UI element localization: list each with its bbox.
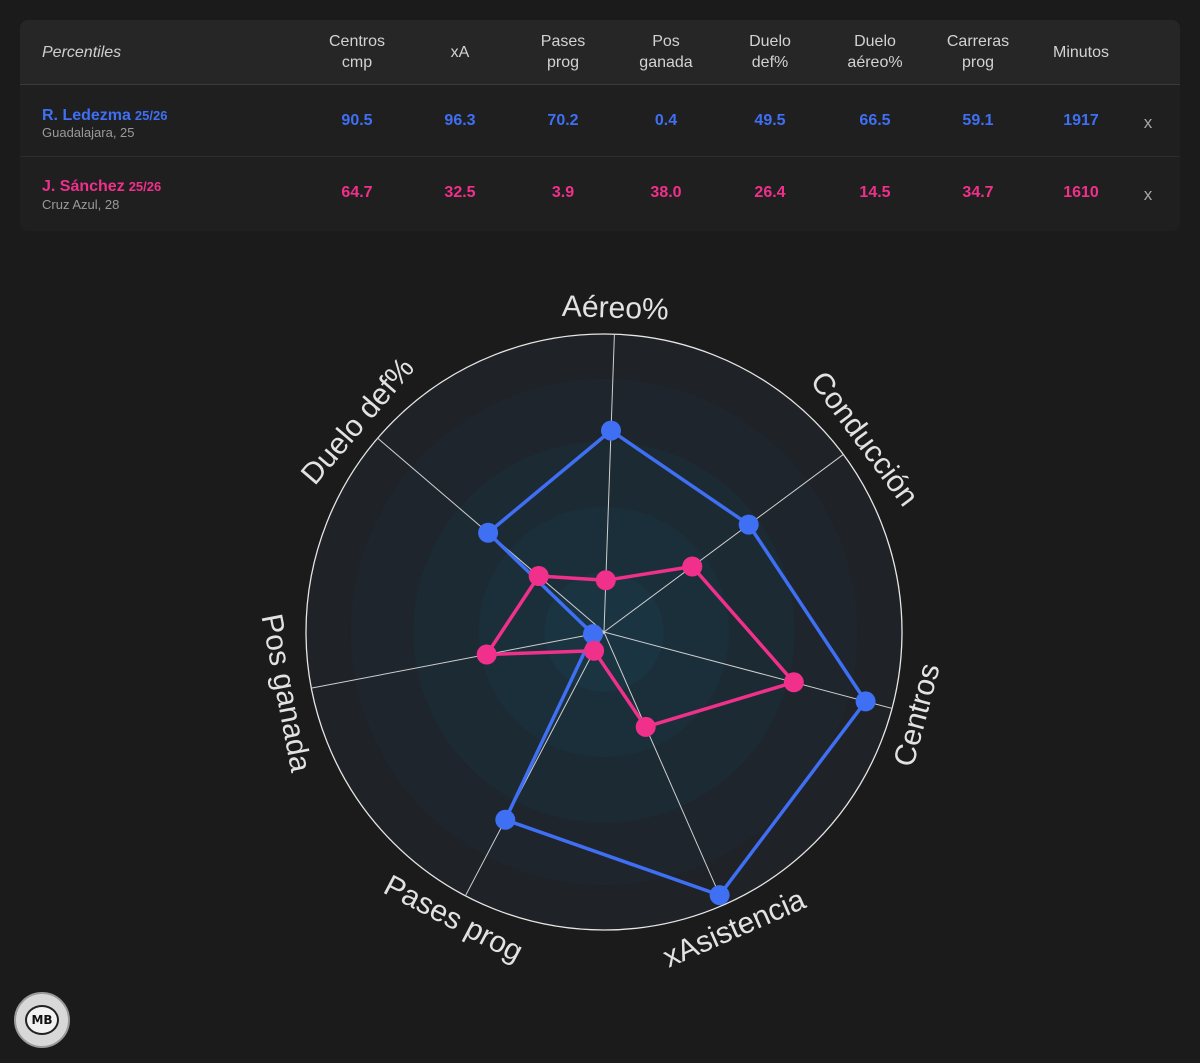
remove-player-button[interactable]: x — [1143, 185, 1153, 204]
col-header-pos: Pos ganada — [639, 33, 693, 71]
value-cell: 3.9 — [551, 184, 575, 201]
table-row: J. Sánchez 25/26 Cruz Azul, 28 64.7 32.5 … — [20, 157, 1180, 228]
data-point — [528, 566, 549, 586]
brand-logo: MB — [14, 992, 70, 1048]
series-line-0 — [486, 428, 868, 897]
col-header-duelo-def: Duelo def% — [749, 33, 791, 71]
player-club: Cruz Azul, 28 — [42, 197, 120, 212]
value-cell: 64.7 — [341, 184, 373, 201]
value-cell: 49.5 — [754, 112, 786, 129]
value-cell: 70.2 — [547, 112, 579, 129]
series-line-1 — [484, 564, 796, 729]
radar-spoke — [603, 454, 844, 633]
percentiles-table: Percentiles Centros cmp xA Pases prog Po… — [20, 20, 1180, 231]
data-point — [495, 809, 516, 830]
value-cell: 14.5 — [859, 184, 891, 201]
radar-chart: Aéreo%ConducciónCentrosxAsistenciaPases … — [255, 290, 947, 974]
data-point — [601, 420, 621, 441]
table-header: Percentiles Centros cmp xA Pases prog Po… — [20, 20, 1180, 85]
value-cell: 59.1 — [962, 112, 994, 129]
player-season: 25/26 — [128, 179, 162, 194]
col-header-xa: xA — [450, 43, 470, 61]
data-point — [478, 522, 499, 543]
player-club: Guadalajara, 25 — [42, 125, 135, 140]
player-name-text: R. Ledezma — [42, 107, 131, 124]
value-cell: 66.5 — [859, 112, 891, 129]
percentiles-label: Percentiles — [42, 43, 122, 61]
data-point — [855, 691, 876, 712]
player-season: 25/26 — [134, 108, 168, 123]
radar-outline — [305, 333, 903, 931]
col-header-centros: Centros cmp — [328, 33, 386, 71]
value-cell: 38.0 — [650, 184, 682, 201]
value-cell: 1610 — [1063, 184, 1099, 201]
axis-label: Aéreo% — [561, 290, 669, 327]
data-point — [583, 624, 603, 645]
value-cell: 34.7 — [962, 184, 994, 201]
radar-spoke — [311, 631, 605, 689]
value-cell: 0.4 — [654, 112, 678, 129]
player-name: R. Ledezma 25/26 — [42, 107, 167, 125]
player-name-text: J. Sánchez — [42, 178, 125, 195]
col-header-minutos: Minutos — [1052, 43, 1110, 61]
table-row: R. Ledezma 25/26 Guadalajara, 25 90.5 96.… — [20, 85, 1180, 157]
radar-spoke — [464, 631, 605, 897]
col-header-carreras: Carreras prog — [946, 33, 1010, 71]
player-name: J. Sánchez 25/26 — [42, 178, 161, 196]
value-cell: 32.5 — [444, 184, 476, 201]
value-cell: 26.4 — [754, 184, 786, 201]
data-point — [584, 640, 605, 661]
data-point — [783, 672, 804, 693]
data-point — [738, 514, 759, 535]
col-header-pases: Pases prog — [540, 33, 586, 71]
radar-spoke — [603, 631, 725, 906]
data-point — [709, 885, 730, 906]
brand-logo-text: MB — [25, 1005, 59, 1035]
data-point — [635, 716, 656, 737]
data-point — [595, 570, 616, 591]
radar-spoke — [603, 631, 893, 709]
remove-player-button[interactable]: x — [1143, 113, 1153, 132]
value-cell: 1917 — [1063, 112, 1099, 129]
data-point — [476, 644, 497, 665]
col-header-duelo-aereo: Duelo aéreo% — [847, 33, 903, 71]
data-point — [682, 556, 703, 577]
value-cell: 90.5 — [341, 112, 373, 129]
value-cell: 96.3 — [444, 112, 476, 129]
